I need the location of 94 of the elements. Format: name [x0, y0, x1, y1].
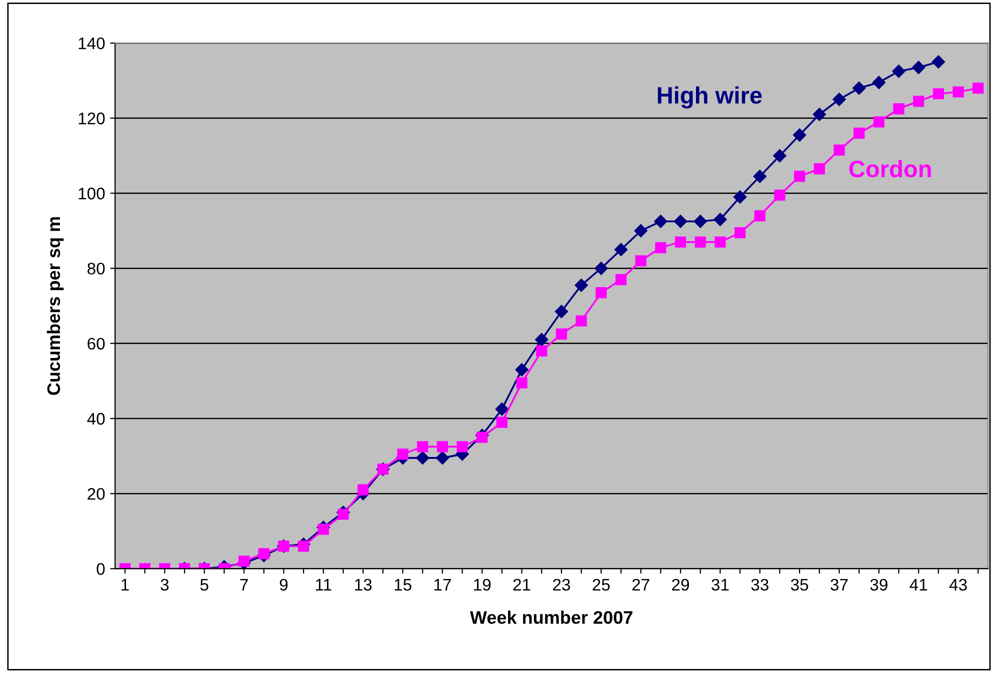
point	[932, 88, 944, 100]
point	[733, 190, 747, 204]
x-axis-title: Week number 2007	[470, 610, 632, 624]
point	[734, 227, 746, 238]
point	[674, 236, 686, 248]
point	[596, 287, 607, 298]
point	[635, 255, 646, 266]
series-label: High wire	[658, 86, 762, 109]
point	[812, 108, 826, 121]
x-tick-label: 29	[672, 578, 689, 591]
x-tick-label: 1	[122, 579, 129, 590]
point	[655, 242, 666, 254]
point	[358, 484, 369, 496]
point	[832, 92, 846, 106]
series-label: Cordon	[849, 160, 931, 178]
point	[436, 441, 448, 452]
x-tick-label: 17	[434, 579, 451, 590]
x-tick-label: 23	[553, 578, 570, 591]
point	[873, 116, 884, 128]
y-tick-label: 80	[88, 262, 105, 275]
point	[554, 304, 568, 318]
point	[634, 224, 648, 238]
point	[556, 328, 568, 340]
point	[417, 441, 428, 452]
point	[834, 144, 845, 156]
point	[574, 278, 588, 292]
y-axis-title: Cucumbers per sq m	[46, 217, 64, 395]
point	[495, 402, 509, 416]
point	[852, 82, 866, 95]
x-tick-label: 9	[280, 578, 288, 591]
point	[298, 540, 310, 552]
point	[794, 170, 806, 182]
x-tick-label: 43	[949, 578, 967, 591]
point	[318, 524, 329, 535]
point	[535, 333, 548, 346]
y-tick-label: 140	[78, 37, 105, 50]
x-tick-label: 35	[790, 578, 808, 591]
point	[872, 76, 886, 90]
x-tick-label: 37	[830, 578, 848, 591]
point	[536, 345, 548, 356]
point	[913, 96, 924, 107]
point	[893, 103, 904, 114]
point	[912, 60, 926, 74]
point	[754, 210, 766, 222]
x-tick-label: 25	[592, 578, 610, 591]
point	[932, 55, 946, 68]
point	[694, 236, 706, 248]
point	[714, 236, 726, 248]
point	[258, 548, 270, 560]
point	[773, 149, 786, 162]
point	[338, 508, 349, 520]
point	[397, 448, 408, 460]
y-tick-label: 100	[78, 188, 105, 200]
x-tick-label: 19	[474, 578, 491, 591]
x-tick-label: 41	[910, 579, 928, 590]
point	[854, 128, 865, 139]
point	[496, 416, 508, 428]
point	[456, 441, 468, 452]
point	[436, 451, 450, 465]
x-tick-label: 11	[316, 579, 332, 590]
point	[416, 451, 430, 465]
y-tick-label: 0	[96, 563, 105, 575]
x-tick-label: 39	[870, 578, 888, 591]
point	[694, 214, 707, 228]
point	[774, 190, 786, 201]
x-tick-label: 15	[394, 579, 412, 591]
x-tick-label: 33	[751, 578, 768, 591]
point	[814, 163, 825, 174]
point	[952, 86, 964, 98]
point	[753, 170, 766, 183]
x-tick-label: 27	[632, 578, 650, 590]
point	[654, 214, 668, 228]
point	[892, 64, 906, 78]
point	[614, 242, 628, 256]
y-tick-label: 60	[88, 338, 105, 350]
y-tick-label: 40	[87, 412, 105, 425]
x-tick-label: 31	[712, 578, 729, 591]
y-tick-label: 120	[78, 112, 105, 124]
x-tick-label: 3	[160, 578, 169, 591]
point	[576, 315, 587, 326]
point	[792, 128, 806, 142]
point	[594, 262, 608, 275]
point	[714, 212, 727, 226]
point	[476, 432, 488, 443]
x-tick-label: 21	[513, 578, 530, 590]
x-tick-label: 5	[200, 579, 208, 591]
y-tick-label: 20	[88, 488, 105, 500]
x-tick-label: 7	[240, 579, 248, 590]
point	[615, 274, 627, 286]
x-tick-label: 13	[355, 578, 372, 591]
point	[674, 214, 688, 228]
point	[972, 82, 984, 94]
point	[516, 377, 528, 388]
point	[515, 363, 528, 376]
